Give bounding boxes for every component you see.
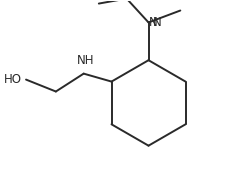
Text: N: N (152, 16, 161, 29)
Text: N: N (148, 16, 157, 29)
Text: HO: HO (4, 73, 22, 86)
Text: NH: NH (76, 54, 94, 67)
